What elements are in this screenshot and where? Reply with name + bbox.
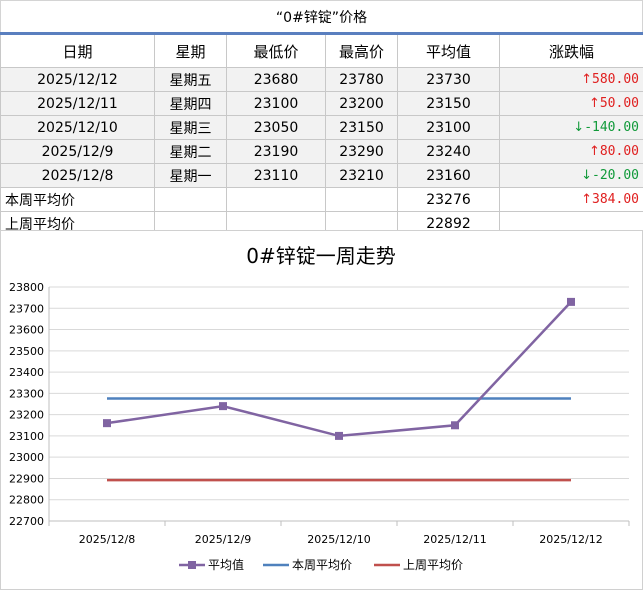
cell-high: 23200: [325, 91, 398, 116]
change-value: 80.00: [599, 144, 639, 159]
legend-label: 上周平均价: [403, 558, 463, 572]
arrow-up-icon: ↑: [588, 96, 600, 111]
change-value: -140.00: [584, 120, 639, 135]
y-tick-label: 22800: [9, 494, 44, 507]
y-tick-label: 23200: [9, 409, 44, 422]
cell-avg: 23160: [397, 163, 500, 188]
cell-low: 23680: [226, 67, 326, 92]
cell-high: 23290: [325, 139, 398, 164]
cell-weekday: 星期五: [154, 67, 227, 92]
this-week-label: 本周平均价: [0, 187, 155, 212]
empty-cell: [325, 187, 398, 212]
table-row: 2025/12/12 星期五 23680 23780 23730 ↑580.00: [0, 67, 643, 92]
table-row: 2025/12/11 星期四 23100 23200 23150 ↑50.00: [0, 91, 643, 116]
arrow-down-icon: ↓: [573, 120, 585, 135]
y-tick-label: 23600: [9, 324, 44, 337]
y-tick-label: 23100: [9, 430, 44, 443]
cell-avg: 23100: [397, 115, 500, 140]
cell-change: ↓-140.00: [499, 115, 643, 140]
cell-low: 23050: [226, 115, 326, 140]
y-tick-label: 23800: [9, 281, 44, 294]
cell-change: ↓-20.00: [499, 163, 643, 188]
cell-weekday: 星期二: [154, 139, 227, 164]
cell-date: 2025/12/11: [0, 91, 155, 116]
arrow-up-icon: ↑: [588, 144, 600, 159]
header-weekday: 星期: [154, 32, 227, 68]
cell-low: 23110: [226, 163, 326, 188]
table-row: 2025/12/9 星期二 23190 23290 23240 ↑80.00: [0, 139, 643, 164]
chart-title: 0#锌锭一周走势: [246, 244, 395, 268]
y-tick-label: 22700: [9, 515, 44, 528]
cell-change: ↑580.00: [499, 67, 643, 92]
cell-avg: 23150: [397, 91, 500, 116]
trend-chart: 0#锌锭一周走势 22700 22800 22900 23000 23100 23200 2…: [0, 230, 643, 590]
table-header-row: 日期 星期 最低价 最高价 平均值 涨跌幅: [0, 32, 643, 68]
cell-date: 2025/12/12: [0, 67, 155, 92]
cell-date: 2025/12/8: [0, 163, 155, 188]
chart-legend: 平均值 本周平均价 上周平均价: [179, 557, 463, 572]
table-row: 2025/12/8 星期一 23110 23210 23160 ↓-20.00: [0, 163, 643, 188]
x-tick-label: 2025/12/9: [195, 533, 251, 546]
arrow-up-icon: ↑: [581, 72, 593, 87]
legend-marker: [188, 561, 196, 569]
cell-date: 2025/12/10: [0, 115, 155, 140]
x-tick-label: 2025/12/12: [539, 533, 602, 546]
cell-high: 23150: [325, 115, 398, 140]
cell-avg: 23240: [397, 139, 500, 164]
data-point: [335, 431, 343, 440]
chart-grid: [48, 286, 630, 526]
cell-low: 23190: [226, 139, 326, 164]
change-value: 50.00: [599, 96, 639, 111]
cell-high: 23780: [325, 67, 398, 92]
header-date: 日期: [0, 32, 155, 68]
x-axis-ticks: 2025/12/8 2025/12/9 2025/12/10 2025/12/11 20…: [79, 533, 603, 546]
y-tick-label: 23000: [9, 451, 44, 464]
trend-chart-svg: 0#锌锭一周走势 2270022800229002300023100232002…: [9, 244, 630, 572]
cell-low: 23100: [226, 91, 326, 116]
arrow-down-icon: ↓: [581, 168, 593, 183]
cell-change: ↑50.00: [499, 91, 643, 116]
change-value: 384.00: [592, 192, 639, 207]
cell-avg: 23730: [397, 67, 500, 92]
cell-date: 2025/12/9: [0, 139, 155, 164]
series-line: [106, 301, 572, 438]
this-week-change: ↑384.00: [499, 187, 643, 212]
data-point: [451, 421, 459, 430]
data-point: [567, 297, 575, 306]
x-tick-label: 2025/12/11: [423, 533, 486, 546]
cell-weekday: 星期三: [154, 115, 227, 140]
price-table: 日期 星期 最低价 最高价 平均值 涨跌幅 2025/12/12 星期五 236…: [0, 32, 643, 236]
data-point: [219, 402, 227, 411]
x-tick-label: 2025/12/10: [307, 533, 370, 546]
table-row: 2025/12/10 星期三 23050 23150 23100 ↓-140.0…: [0, 115, 643, 140]
this-week-avg: 23276: [397, 187, 500, 212]
header-change: 涨跌幅: [499, 32, 643, 68]
page-title: “0#锌锭”价格: [0, 0, 643, 33]
cell-high: 23210: [325, 163, 398, 188]
empty-cell: [154, 187, 227, 212]
change-value: 580.00: [592, 72, 639, 87]
cell-change: ↑80.00: [499, 139, 643, 164]
change-value: -20.00: [592, 168, 639, 183]
y-tick-label: 23300: [9, 387, 44, 400]
arrow-up-icon: ↑: [581, 192, 593, 207]
y-tick-label: 23700: [9, 302, 44, 315]
header-low: 最低价: [226, 32, 326, 68]
empty-cell: [226, 187, 326, 212]
y-tick-label: 22900: [9, 472, 44, 485]
y-tick-label: 23500: [9, 345, 44, 358]
header-high: 最高价: [325, 32, 398, 68]
x-tick-label: 2025/12/8: [79, 533, 135, 546]
data-point: [103, 419, 111, 428]
y-axis-ticks: 22700 22800 22900 23000 23100 23200 23300 23400…: [9, 281, 44, 528]
cell-weekday: 星期一: [154, 163, 227, 188]
legend-label: 平均值: [208, 557, 244, 572]
this-week-row: 本周平均价 23276 ↑384.00: [0, 187, 643, 212]
header-avg: 平均值: [397, 32, 500, 68]
y-tick-label: 23400: [9, 366, 44, 379]
legend-label: 本周平均价: [292, 558, 352, 572]
chart-series: [103, 297, 575, 482]
cell-weekday: 星期四: [154, 91, 227, 116]
